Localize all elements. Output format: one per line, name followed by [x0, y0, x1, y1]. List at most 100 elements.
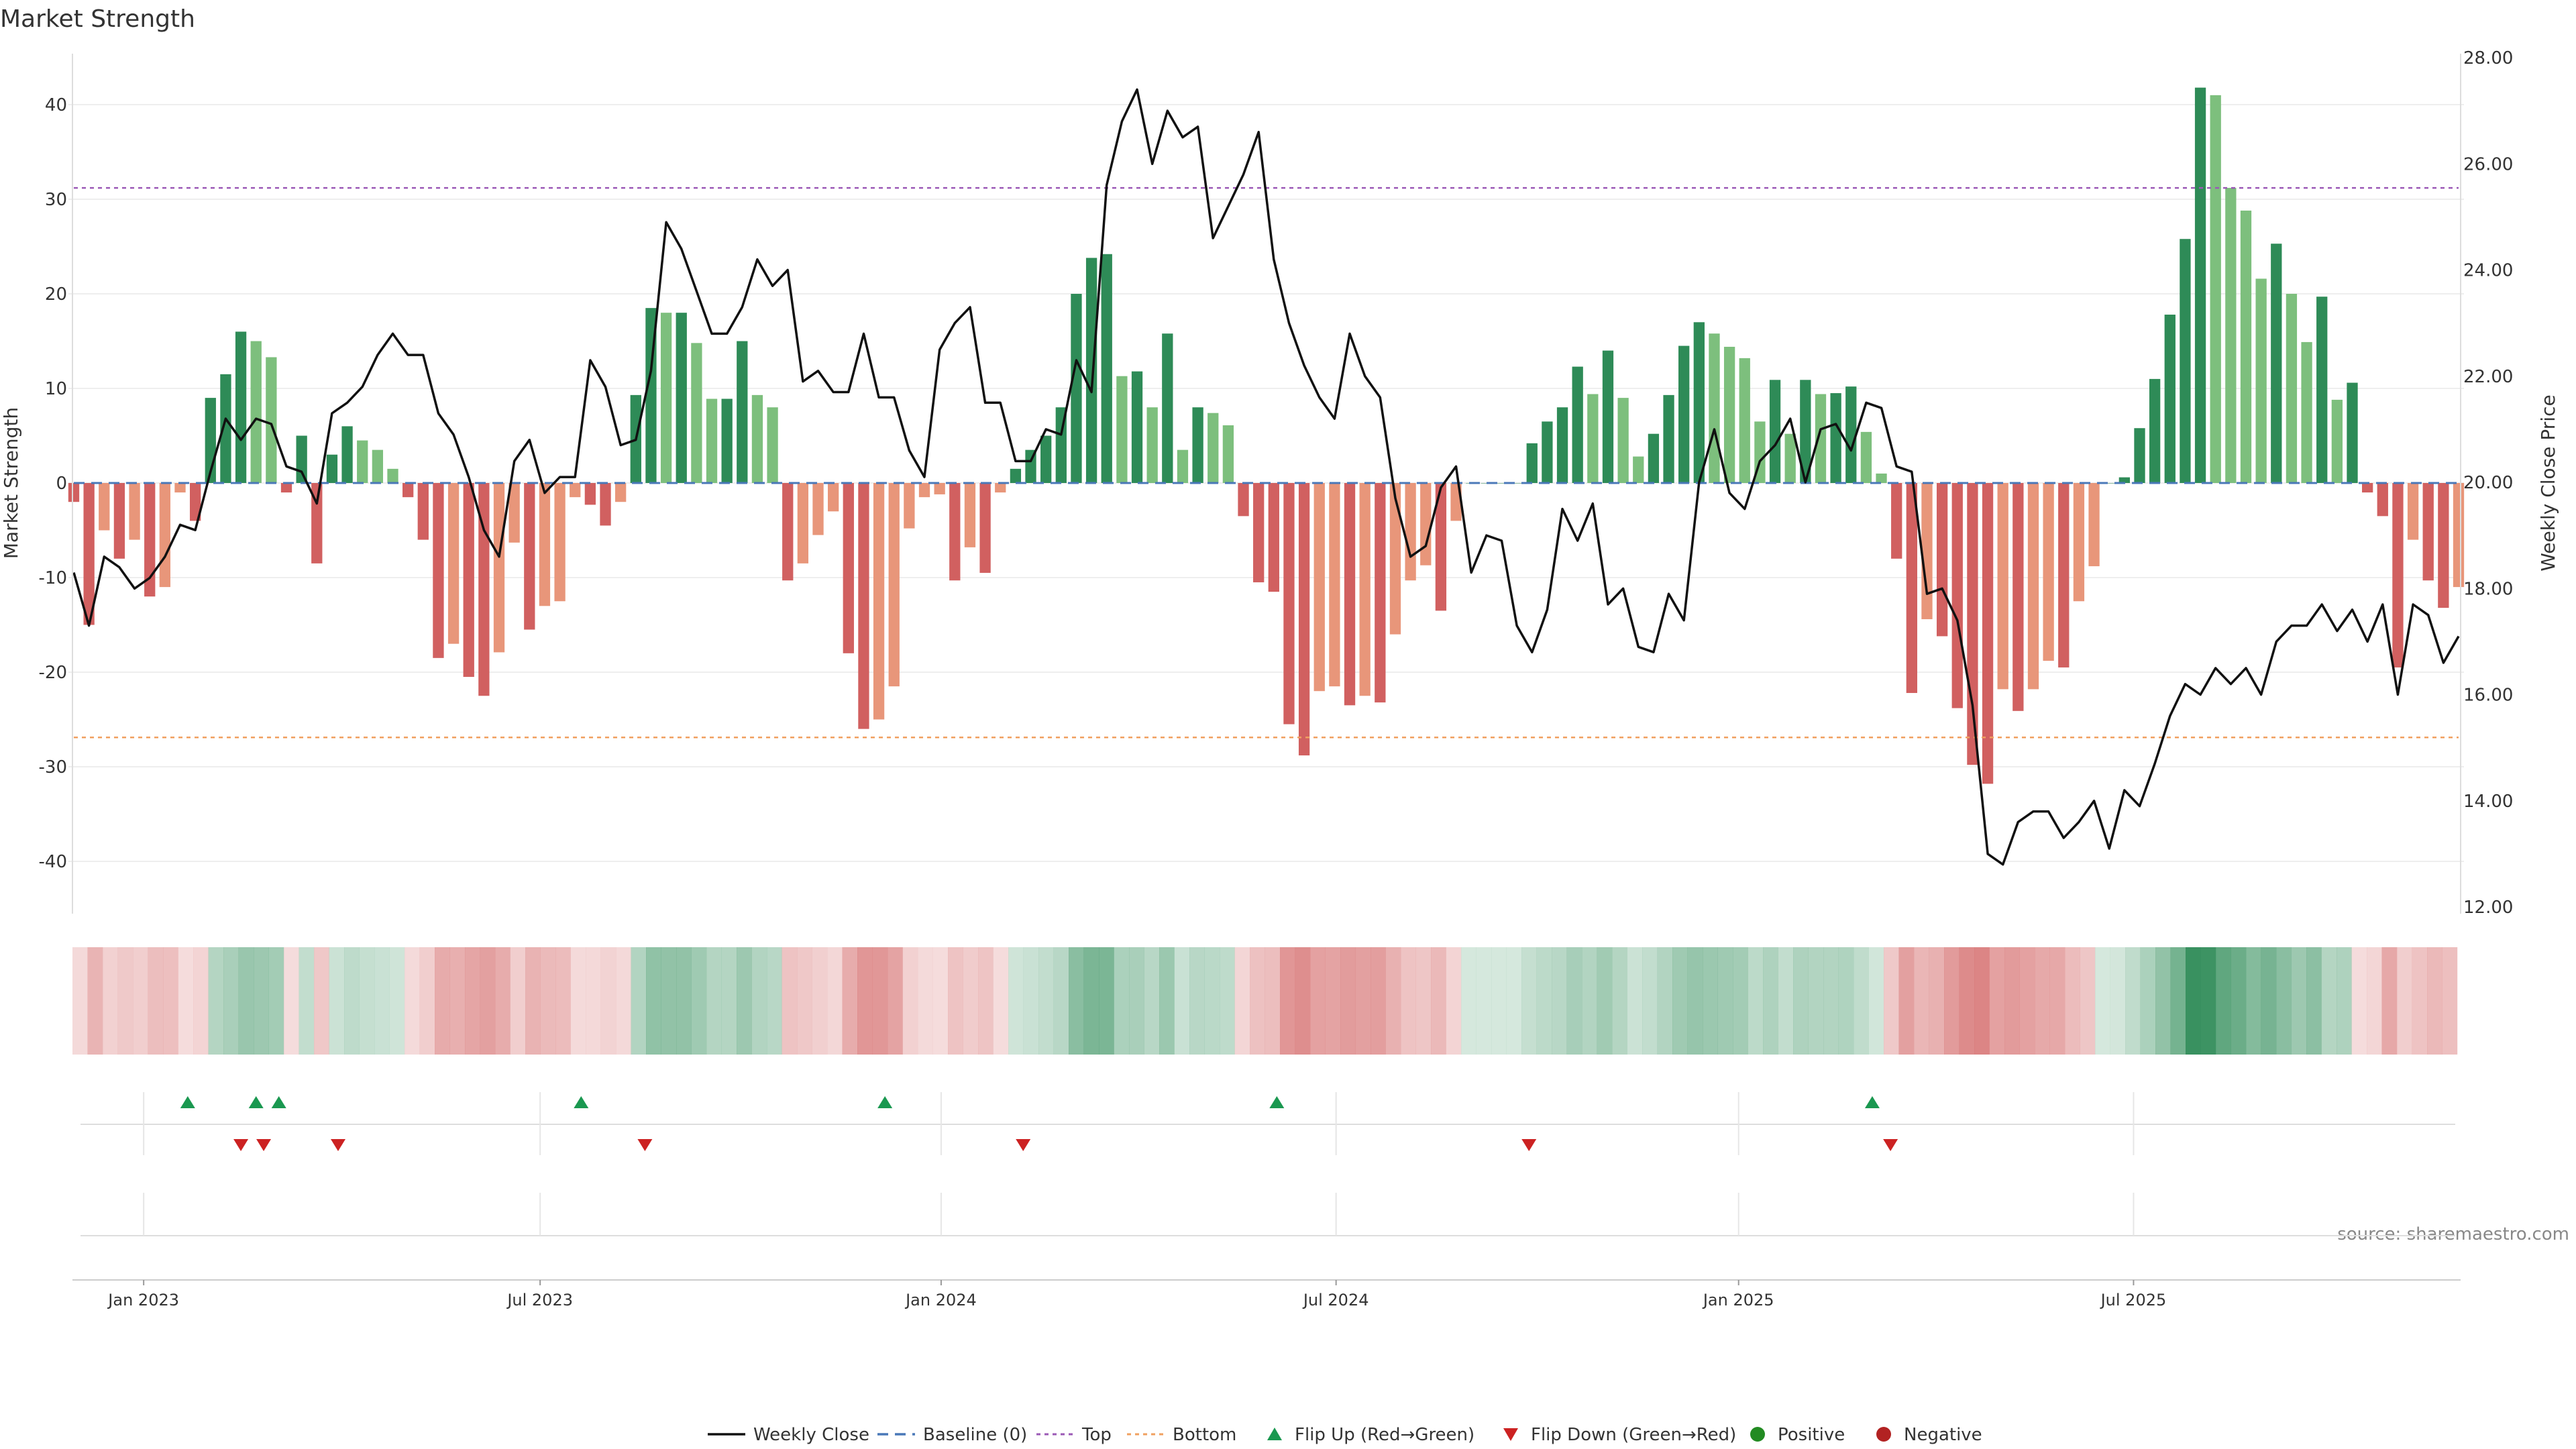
strength-bar [2012, 483, 2024, 711]
heat-cell [2276, 947, 2292, 1055]
strength-bar [1997, 483, 2008, 690]
heat-cell [570, 947, 586, 1055]
flip-up-marker [271, 1096, 286, 1108]
x-tick-label: Jul 2025 [2100, 1291, 2167, 1309]
strength-bar [129, 483, 140, 540]
strength-bar [1542, 421, 1553, 483]
strength-bar [615, 483, 627, 502]
heat-cell [1657, 947, 1673, 1055]
y-tick-left-label: -10 [39, 568, 67, 588]
heat-cell [1944, 947, 1960, 1055]
heat-cell [812, 947, 828, 1055]
strength-bar [904, 483, 915, 529]
strength-bar [144, 483, 156, 597]
strength-bar [706, 398, 718, 483]
heat-cell [1854, 947, 1869, 1055]
strength-bar [1556, 407, 1568, 483]
y-tick-left-label: 30 [45, 190, 67, 210]
heat-cell [631, 947, 647, 1055]
strength-bar [2422, 483, 2434, 581]
heat-cell [2306, 947, 2322, 1055]
strength-bar [372, 449, 384, 483]
strength-bar [1192, 407, 1203, 483]
strength-bar [235, 331, 247, 483]
heat-cell [1642, 947, 1658, 1055]
strength-bar [2149, 378, 2161, 483]
strength-bar [1845, 386, 1857, 483]
flip-up-marker [180, 1096, 195, 1108]
heat-cell [1461, 947, 1477, 1055]
heat-cell [2186, 947, 2201, 1055]
heat-cell [993, 947, 1009, 1055]
heat-cell [329, 947, 345, 1055]
heat-cell [1748, 947, 1764, 1055]
heat-cell [2351, 947, 2367, 1055]
flip-up-marker [574, 1096, 589, 1108]
heat-cell [449, 947, 466, 1055]
strength-bar [1146, 407, 1158, 483]
heat-cell [1627, 947, 1643, 1055]
heat-cell [932, 947, 949, 1055]
strength-bar [493, 483, 505, 653]
heat-cell [751, 947, 767, 1055]
strength-bar [1633, 456, 1644, 483]
heat-cell [374, 947, 390, 1055]
strength-bar [174, 483, 186, 493]
price-line-layer [72, 88, 2460, 866]
strength-bar [2180, 239, 2191, 483]
strength-bar [1739, 358, 1750, 483]
flip-up-marker [1864, 1096, 1880, 1108]
heat-cell [238, 947, 254, 1055]
flip-up-marker [877, 1096, 893, 1108]
heat-cell [827, 947, 843, 1055]
heat-cell [1053, 947, 1069, 1055]
heat-cell [1220, 947, 1235, 1055]
x-tick-label: Jul 2023 [506, 1291, 573, 1309]
flip-up-marker [248, 1096, 264, 1108]
heat-cell [2140, 947, 2156, 1055]
heat-cell [178, 947, 194, 1055]
flip-down-marker [1016, 1139, 1031, 1151]
strength-bar [1329, 483, 1340, 687]
strength-bar [1723, 346, 1735, 483]
strength-bar [1025, 449, 1036, 483]
strength-bar [2255, 278, 2267, 483]
heat-cell [2291, 947, 2307, 1055]
strength-bar [812, 483, 824, 535]
heat-strip-layer [72, 947, 2458, 1055]
heat-cell [1325, 947, 1341, 1055]
heat-cell [2231, 947, 2247, 1055]
heat-cell [510, 947, 526, 1055]
heat-cell [1536, 947, 1552, 1055]
legend-label: Positive [1778, 1425, 1845, 1445]
strength-bar [1936, 483, 1948, 637]
legend-label: Negative [1904, 1425, 1982, 1445]
heat-cell [2125, 947, 2141, 1055]
heat-cell [1672, 947, 1688, 1055]
y-tick-left-label: 40 [45, 95, 67, 115]
strength-bar [1693, 322, 1705, 483]
heat-cell [721, 947, 737, 1055]
heat-cell [193, 947, 209, 1055]
heat-cell [208, 947, 224, 1055]
heat-cell [1491, 947, 1507, 1055]
strength-bar [1101, 254, 1112, 483]
strength-bar [660, 313, 672, 483]
heat-cell [706, 947, 722, 1055]
strength-bar [1663, 394, 1674, 483]
strength-bar [2286, 294, 2298, 483]
heat-cell [2170, 947, 2186, 1055]
strength-bar [979, 483, 991, 573]
strength-bar [1709, 333, 1720, 483]
heat-cell [540, 947, 556, 1055]
strength-bar [737, 341, 748, 483]
heat-cell [2200, 947, 2216, 1055]
strength-bar [1602, 350, 1614, 483]
heat-cell [661, 947, 677, 1055]
strength-bar [2210, 95, 2221, 483]
heat-cell [1023, 947, 1039, 1055]
strength-bar [1344, 483, 1356, 706]
strength-bar [1389, 483, 1401, 635]
heat-cell [1884, 947, 1899, 1055]
